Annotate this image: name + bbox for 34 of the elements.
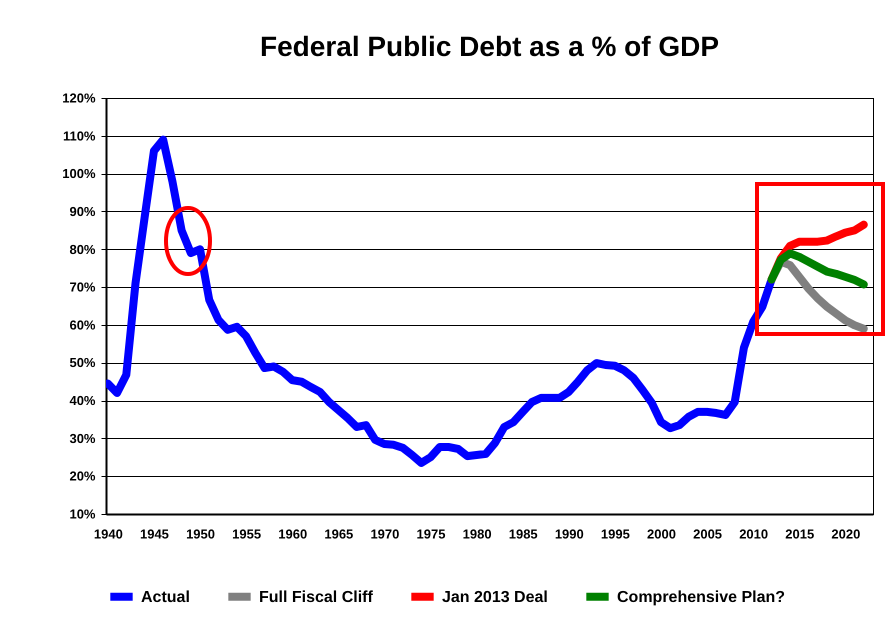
y-tick-label: 70% (69, 280, 96, 295)
x-tick-label: 1995 (600, 526, 630, 542)
legend-label: Comprehensive Plan? (617, 588, 786, 606)
y-tick-label: 50% (69, 355, 96, 370)
y-tick-label: 120% (62, 90, 96, 106)
x-tick-label: 2005 (693, 526, 722, 542)
y-tick-label: 10% (69, 506, 96, 522)
x-tick-label: 2010 (739, 526, 768, 542)
y-tick-label: 90% (69, 204, 96, 219)
x-tick-label: 1945 (140, 526, 169, 542)
legend-label: Jan 2013 Deal (442, 588, 548, 606)
y-tick-label: 40% (69, 393, 96, 408)
y-tick-label: 110% (62, 128, 96, 144)
x-tick-label: 2015 (785, 526, 814, 542)
x-tick-label: 2000 (647, 526, 676, 542)
x-tick-label: 1960 (278, 526, 308, 542)
x-tick-label: 1950 (186, 526, 215, 542)
x-tick-label: 1955 (232, 526, 262, 542)
legend-label: Full Fiscal Cliff (259, 588, 374, 606)
x-tick-label: 1980 (462, 526, 492, 542)
chart-title: Federal Public Debt as a % of GDP (260, 31, 720, 62)
y-tick-label: 20% (69, 468, 96, 484)
x-tick-label: 1965 (324, 526, 354, 542)
y-tick-label: 30% (69, 430, 96, 446)
y-tick-label: 60% (69, 317, 96, 332)
x-tick-label: 1940 (94, 526, 123, 542)
legend-label: Actual (141, 588, 190, 606)
x-tick-label: 1985 (508, 526, 538, 542)
x-tick-label: 1990 (554, 526, 584, 542)
y-tick-label: 100% (62, 166, 96, 182)
x-tick-label: 1975 (416, 526, 446, 542)
x-tick-label: 1970 (370, 526, 400, 542)
y-tick-label: 80% (69, 242, 96, 257)
x-tick-label: 2020 (831, 526, 860, 542)
